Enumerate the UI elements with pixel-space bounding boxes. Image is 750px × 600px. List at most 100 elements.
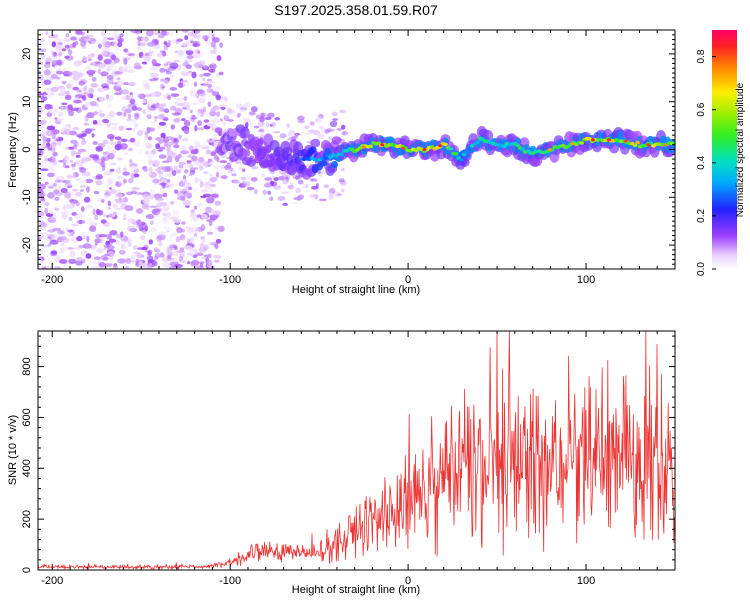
spectrogram-cell — [183, 79, 190, 87]
spectrogram-cell — [190, 116, 198, 120]
spectrogram-cell — [591, 138, 595, 142]
spectrogram-cell — [52, 222, 58, 229]
spectrogram-cell — [194, 48, 200, 54]
spectrogram-cell — [201, 239, 206, 243]
spectrogram-cell — [44, 202, 50, 207]
spectrogram-cell — [155, 248, 161, 253]
spectrogram-cell — [176, 169, 182, 174]
spectrogram-cell — [202, 171, 209, 175]
spectrogram-cell — [201, 35, 210, 40]
spectrogram-cell — [163, 63, 169, 66]
snr-x-axis: -200 -100 0 100 — [41, 331, 676, 587]
spectrogram-cell — [48, 156, 56, 163]
spectrogram-cell — [52, 151, 58, 157]
spectrogram-cell — [144, 133, 149, 140]
spectrogram-cell — [193, 205, 198, 210]
spectrogram-cell — [515, 143, 520, 147]
spectrogram-cell — [127, 53, 136, 57]
spectrogram-cell — [123, 82, 129, 86]
spectrogram-cell — [117, 258, 126, 264]
spectrogram-cell — [81, 96, 86, 100]
spectrogram-cell — [158, 173, 164, 179]
spectrogram-cell — [100, 219, 107, 224]
x-tick-label: 100 — [577, 274, 595, 286]
spectrogram-cell — [145, 142, 153, 149]
spectrogram-cell — [80, 140, 87, 146]
spectrogram-cell — [138, 224, 144, 230]
spectrogram-cell — [179, 179, 184, 184]
spectrogram-cell — [77, 148, 87, 153]
spectrogram-cell — [123, 236, 129, 242]
spectrogram-cell — [438, 144, 443, 148]
spectrogram-cell — [144, 225, 148, 232]
spectrogram-cell — [48, 88, 54, 94]
spectrogram-cell — [50, 73, 58, 79]
spectrogram-cell — [71, 223, 79, 227]
spectrogram-cell — [56, 139, 62, 146]
spectrogram-cell — [257, 121, 265, 128]
spectrogram-cell — [326, 128, 333, 133]
spectrogram-cell — [140, 128, 146, 133]
spectrogram-cell — [144, 52, 149, 57]
spectrogram-cell — [67, 81, 75, 84]
spectrogram-cell — [186, 160, 193, 163]
spectrogram-cell — [217, 131, 222, 137]
spectrogram-cell — [43, 79, 52, 85]
spectrogram-cell — [164, 165, 173, 172]
spectrogram-cell — [73, 62, 82, 67]
spectrogram-cell — [314, 194, 319, 200]
spectrogram-cell — [162, 192, 168, 198]
spectrogram-cell — [209, 173, 214, 178]
spectrogram-cell — [141, 37, 146, 41]
spectrogram-cell — [210, 151, 216, 157]
spectrogram-cell — [47, 229, 56, 233]
spectrogram-cell — [86, 34, 94, 38]
spectrogram-cell — [309, 146, 317, 155]
spectrogram-cell — [212, 133, 219, 137]
spectrogram-cell — [53, 232, 60, 239]
spectrogram-cell — [182, 137, 189, 142]
spectrogram-cell — [109, 122, 119, 126]
spectrogram-cell — [162, 212, 166, 216]
spectrogram-cell — [94, 213, 99, 221]
spectrogram-cell — [38, 263, 42, 267]
spectrogram-cell — [38, 43, 44, 47]
spectrogram-cell — [178, 161, 187, 166]
spectrogram-cell — [237, 112, 242, 118]
spectrogram-cell — [111, 126, 118, 131]
spectrogram-cell — [170, 105, 177, 111]
spectrogram-cell — [71, 166, 75, 171]
spectrogram-cell — [158, 146, 166, 150]
spectrogram-cell — [135, 208, 144, 214]
spectrogram-cell — [157, 136, 164, 140]
spectrogram-cell — [206, 160, 215, 163]
spectrogram-cell — [61, 243, 65, 246]
spectrogram-cell — [95, 180, 103, 186]
spectrogram-cell — [136, 93, 144, 99]
spectrogram-cell — [56, 210, 64, 213]
spectrogram-cell — [201, 77, 206, 82]
spectrogram-cell — [61, 48, 67, 52]
spectrogram-cell — [271, 121, 277, 128]
spectrogram-cell — [64, 155, 69, 161]
spectrogram-cell — [120, 231, 124, 238]
spectrogram-cell — [118, 125, 124, 131]
spectrogram-cell — [88, 128, 96, 131]
spectrogram-cell — [170, 93, 180, 97]
spectrogram-cell — [243, 149, 251, 157]
spectrogram-cell — [206, 88, 214, 93]
spectrogram-cell — [184, 73, 193, 77]
spectrogram-cell — [148, 239, 153, 245]
spectrogram-cell — [38, 256, 45, 261]
spectrogram-cell — [212, 118, 220, 125]
spectrogram-cell — [95, 145, 103, 152]
spectrogram-cell — [320, 127, 328, 133]
spectrogram-cell — [114, 136, 122, 140]
spectrogram-cell — [237, 167, 244, 171]
spectrogram-cell — [141, 221, 146, 226]
spectrogram-cell — [128, 82, 136, 87]
spectrogram-cell — [459, 158, 464, 162]
spectrogram-cell — [47, 34, 56, 39]
spectrogram-cell — [663, 143, 668, 147]
spectrogram-cell — [146, 114, 152, 120]
